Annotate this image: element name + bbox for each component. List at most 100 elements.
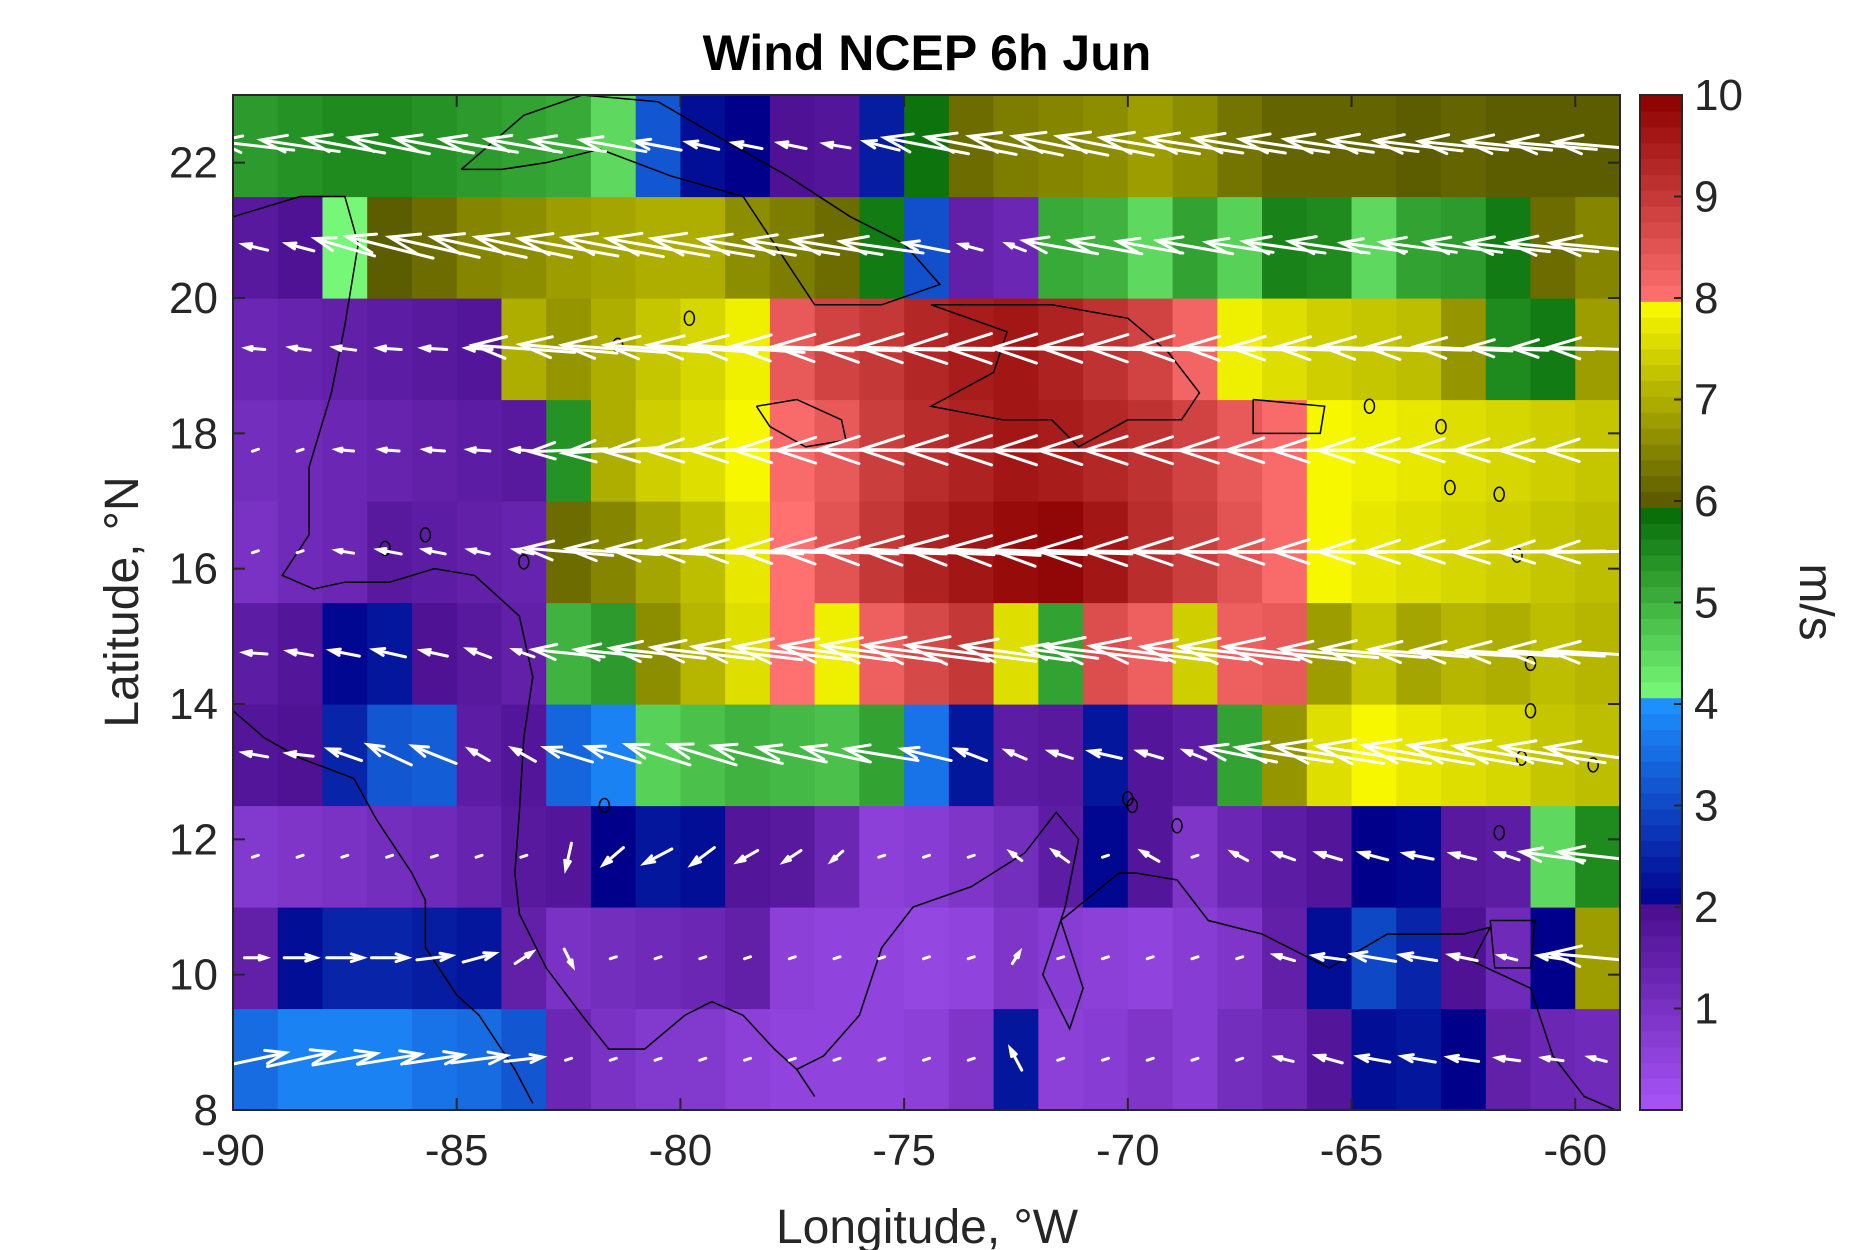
colorbar-swatch	[1640, 903, 1682, 921]
colorbar-swatch	[1640, 983, 1682, 1000]
wind-vector	[1190, 1056, 1200, 1062]
wind-vector	[373, 344, 403, 353]
wind-vector	[241, 344, 267, 353]
colorbar-swatch	[1640, 95, 1682, 112]
wind-vector	[1324, 132, 1420, 155]
chart-title: Wind NCEP 6h Jun	[703, 25, 1152, 81]
colorbar-swatch	[1640, 634, 1682, 651]
wind-vector	[1494, 953, 1519, 962]
wind-vector	[1449, 738, 1564, 765]
x-tick-label: -70	[1096, 1126, 1160, 1175]
wind-vector	[540, 745, 594, 764]
wind-vector	[835, 234, 925, 256]
y-tick-label: 12	[169, 815, 218, 864]
wind-vector	[653, 1056, 663, 1062]
wind-vector	[1446, 851, 1478, 861]
wind-vector	[463, 647, 493, 660]
colorbar-swatch	[1640, 998, 1682, 1016]
wind-vector	[1538, 1055, 1565, 1063]
wind-vector	[1235, 132, 1331, 155]
wind-vector	[859, 138, 901, 152]
wind-vector	[879, 132, 971, 156]
colorbar-swatch	[1640, 586, 1682, 604]
wind-vector	[787, 233, 884, 256]
wind-vector	[509, 547, 535, 556]
island-outline	[419, 527, 432, 543]
wind-vector	[265, 1048, 338, 1068]
wind-vector	[1444, 952, 1479, 963]
wind-vector	[966, 1056, 976, 1062]
island-outline	[1524, 703, 1537, 719]
colorbar-swatch	[1640, 110, 1682, 128]
wind-vector	[647, 231, 756, 258]
colorbar-swatch	[1640, 745, 1682, 762]
colorbar-swatch	[1640, 1062, 1682, 1079]
wind-vector	[1399, 850, 1435, 861]
wind-vector	[956, 637, 1072, 664]
wind-vector	[1007, 1044, 1024, 1072]
wind-vector	[602, 231, 711, 258]
wind-vector	[743, 955, 753, 961]
colorbar-tick-label: 5	[1694, 579, 1718, 628]
wind-vector	[1541, 739, 1620, 765]
wind-vector	[1008, 130, 1110, 157]
wind-vector	[630, 137, 683, 152]
wind-vector	[899, 239, 951, 254]
wind-vector	[1545, 234, 1620, 258]
wind-vector	[1100, 853, 1110, 859]
wind-vector	[951, 747, 988, 763]
x-axis-label: Longitude, °W	[776, 1201, 1079, 1250]
wind-vector	[787, 1056, 797, 1062]
colorbar-swatch	[1640, 364, 1682, 382]
wind-vector	[698, 1056, 708, 1062]
wind-vector	[474, 853, 484, 859]
coastline-segment	[233, 710, 534, 1104]
wind-vector	[295, 549, 305, 555]
wind-vector	[698, 955, 708, 961]
wind-vector	[311, 1048, 382, 1067]
wind-vector	[955, 242, 984, 252]
colorbar-tick-label: 3	[1694, 782, 1718, 831]
wind-vector	[429, 853, 439, 859]
wind-vector	[233, 1048, 291, 1066]
wind-vector	[1056, 1056, 1066, 1062]
wind-vector	[581, 744, 642, 765]
colorbar-tick-label: 8	[1694, 274, 1718, 323]
y-tick-label: 14	[169, 680, 218, 729]
wind-vector	[832, 1056, 842, 1062]
island-outline	[1493, 486, 1505, 502]
wind-vector	[1542, 639, 1620, 665]
wind-vector	[877, 1056, 887, 1062]
colorbar-swatch	[1640, 935, 1682, 953]
colorbar-swatch	[1640, 443, 1682, 461]
wind-vector	[384, 232, 481, 259]
wind-vector	[519, 853, 529, 859]
colorbar-swatch	[1640, 776, 1682, 794]
wind-vector	[1347, 950, 1398, 963]
wind-vector	[640, 847, 674, 866]
colorbar-swatch	[1640, 856, 1682, 873]
colorbar-swatch	[1640, 412, 1682, 429]
colorbar-swatch	[1640, 824, 1682, 841]
wind-vector	[1414, 133, 1510, 156]
colorbar-swatch	[1640, 1078, 1682, 1095]
wind-vector	[1100, 955, 1110, 961]
wind-vector	[1271, 1055, 1295, 1063]
wind-vector	[513, 949, 537, 966]
wind-vector	[514, 232, 620, 258]
colorbar-swatch	[1640, 428, 1682, 445]
wind-vector	[779, 848, 803, 865]
wind-vector	[1231, 740, 1334, 764]
island-outline	[1122, 790, 1134, 807]
colorbar-swatch	[1640, 951, 1682, 968]
wind-vector	[461, 951, 500, 964]
wind-vector	[840, 743, 920, 763]
wind-vector	[753, 743, 828, 764]
colorbar-swatch	[1640, 507, 1682, 524]
wind-vector	[1269, 953, 1297, 963]
wind-vector	[419, 446, 446, 454]
wind-vector	[283, 648, 314, 657]
wind-vector	[687, 846, 716, 868]
wind-vector	[1584, 1055, 1608, 1063]
